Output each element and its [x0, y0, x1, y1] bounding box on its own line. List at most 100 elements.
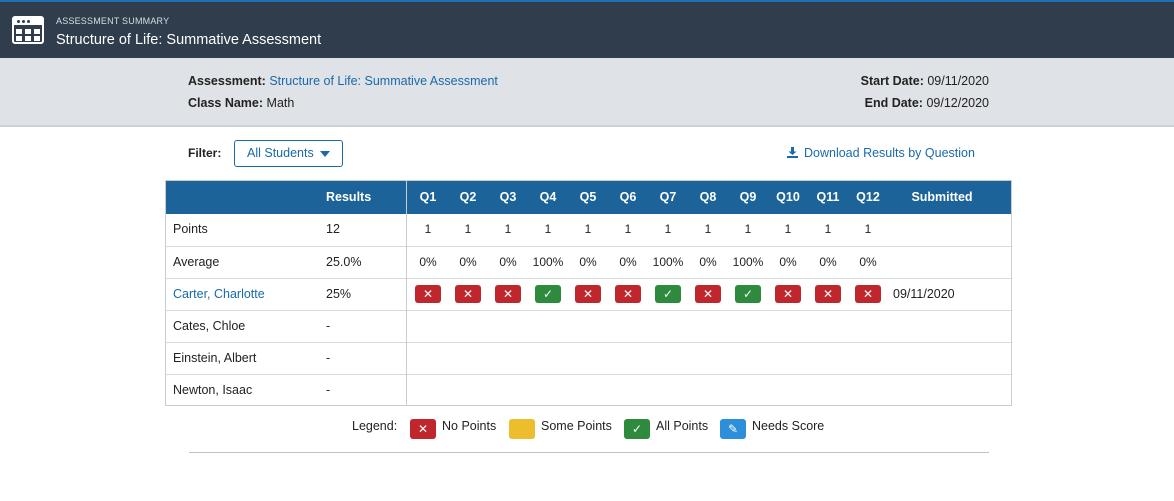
points-value: 1 [864, 222, 872, 236]
question-header: Q1 [419, 190, 437, 204]
average-value: 100% [532, 255, 564, 269]
pencil-icon: ✎ [720, 419, 746, 439]
average-value: 0% [499, 255, 517, 269]
class-name-label: Class Name: [188, 96, 264, 110]
average-label: Average [173, 255, 220, 269]
student-name[interactable]: Carter, Charlotte [173, 287, 265, 301]
assessment-link[interactable]: Structure of Life: Summative Assessment [269, 74, 498, 88]
table-row: Points 12 1 1 1 1 1 1 1 1 1 1 1 1 [166, 214, 1011, 246]
end-date-info: End Date: 09/12/2020 [865, 96, 989, 110]
question-header: Q11 [816, 190, 840, 204]
x-icon: ✕ [410, 419, 436, 439]
points-value: 1 [824, 222, 832, 236]
check-icon[interactable]: ✓ [655, 285, 681, 303]
student-name: Cates, Chloe [173, 319, 246, 333]
points-value: 1 [464, 222, 472, 236]
question-header: Q9 [739, 190, 757, 204]
results-header: Results [326, 190, 372, 204]
x-icon[interactable]: ✕ [855, 285, 881, 303]
question-header: Q5 [579, 190, 597, 204]
end-date-value: 09/12/2020 [926, 96, 989, 110]
assessment-info-bar: Assessment: Structure of Life: Summative… [0, 58, 1174, 127]
average-value: 100% [652, 255, 684, 269]
table-row: Newton, Isaac - [166, 374, 1011, 406]
x-icon[interactable]: ✕ [775, 285, 801, 303]
filter-selected: All Students [247, 146, 314, 160]
check-icon[interactable]: ✓ [735, 285, 761, 303]
x-icon[interactable]: ✕ [575, 285, 601, 303]
download-icon [787, 147, 798, 158]
legend-no-points: No Points [442, 419, 497, 433]
question-header: Q7 [659, 190, 677, 204]
page-subtitle: ASSESSMENT SUMMARY [56, 16, 170, 26]
table-row: Einstein, Albert - [166, 342, 1011, 374]
question-header: Q4 [539, 190, 557, 204]
points-label: Points [173, 222, 208, 236]
points-value: 1 [744, 222, 752, 236]
result-cell: 12 [326, 222, 340, 236]
start-date-info: Start Date: 09/11/2020 [861, 74, 989, 88]
question-header: Q8 [699, 190, 717, 204]
result-cell: 25.0% [326, 255, 362, 269]
filter-dropdown[interactable]: All Students [234, 140, 343, 167]
table-header: Results Submitted Q1 Q2 Q3 Q4 Q5 Q6 Q7 Q8 Q9 Q10 Q… [166, 181, 1011, 214]
average-value: 0% [779, 255, 797, 269]
download-label: Download Results by Question [804, 146, 975, 160]
legend-label: Legend: [352, 419, 398, 433]
average-value: 0% [819, 255, 837, 269]
points-value: 1 [664, 222, 672, 236]
filter-label: Filter: [188, 146, 222, 160]
legend-needs-score: Needs Score [752, 419, 825, 433]
assessment-info: Assessment: Structure of Life: Summative… [188, 74, 498, 88]
question-header: Q2 [459, 190, 477, 204]
result-cell: 25% [326, 287, 352, 301]
start-date-value: 09/11/2020 [927, 74, 989, 88]
x-icon[interactable]: ✕ [815, 285, 841, 303]
divider [189, 452, 989, 453]
column-divider [406, 181, 407, 405]
student-name: Newton, Isaac [173, 383, 253, 397]
average-value: 0% [419, 255, 437, 269]
some-points-swatch [509, 419, 535, 439]
table-row: Cates, Chloe - [166, 310, 1011, 342]
student-name: Einstein, Albert [173, 351, 257, 365]
points-value: 1 [424, 222, 432, 236]
legend-all-points: All Points [656, 419, 709, 433]
download-results-link[interactable]: Download Results by Question [787, 146, 975, 160]
x-icon[interactable]: ✕ [615, 285, 641, 303]
average-value: 0% [699, 255, 717, 269]
page-title: Structure of Life: Summative Assessment [56, 32, 322, 48]
table-row: Carter, Charlotte 25% ✕ ✕ ✕ ✓ ✕ ✕ ✓ ✕ ✓ ✕ ✕ ✕ 09/11/20… [166, 278, 1011, 310]
points-value: 1 [504, 222, 512, 236]
calendar-icon [12, 16, 44, 44]
result-cell: - [326, 319, 331, 333]
assessment-label: Assessment: [188, 74, 266, 88]
table-row: Average 25.0% 0% 0% 0% 100% 0% 0% 100% 0% 100% 0% 0%… [166, 246, 1011, 278]
legend-some-points: Some Points [541, 419, 612, 433]
start-date-label: Start Date: [860, 74, 924, 88]
average-value: 0% [459, 255, 477, 269]
question-header: Q3 [499, 190, 517, 204]
question-header: Q10 [776, 190, 800, 204]
top-bar: ASSESSMENT SUMMARY Structure of Life: Su… [0, 0, 1174, 58]
check-icon[interactable]: ✓ [535, 285, 561, 303]
x-icon[interactable]: ✕ [455, 285, 481, 303]
points-value: 1 [704, 222, 712, 236]
points-value: 1 [624, 222, 632, 236]
x-icon[interactable]: ✕ [415, 285, 441, 303]
submitted-header: Submitted [911, 190, 973, 204]
question-header: Q6 [619, 190, 637, 204]
results-table: Results Submitted Q1 Q2 Q3 Q4 Q5 Q6 Q7 Q8 Q9 Q10 Q… [165, 180, 1012, 406]
caret-down-icon [320, 151, 330, 157]
average-value: 0% [859, 255, 877, 269]
x-icon[interactable]: ✕ [495, 285, 521, 303]
points-value: 1 [584, 222, 592, 236]
question-header: Q12 [856, 190, 880, 204]
class-name-info: Class Name: Math [188, 96, 294, 110]
x-icon[interactable]: ✕ [695, 285, 721, 303]
points-value: 1 [544, 222, 552, 236]
result-cell: - [326, 383, 331, 397]
average-value: 0% [619, 255, 637, 269]
result-cell: - [326, 351, 331, 365]
end-date-label: End Date: [864, 96, 923, 110]
